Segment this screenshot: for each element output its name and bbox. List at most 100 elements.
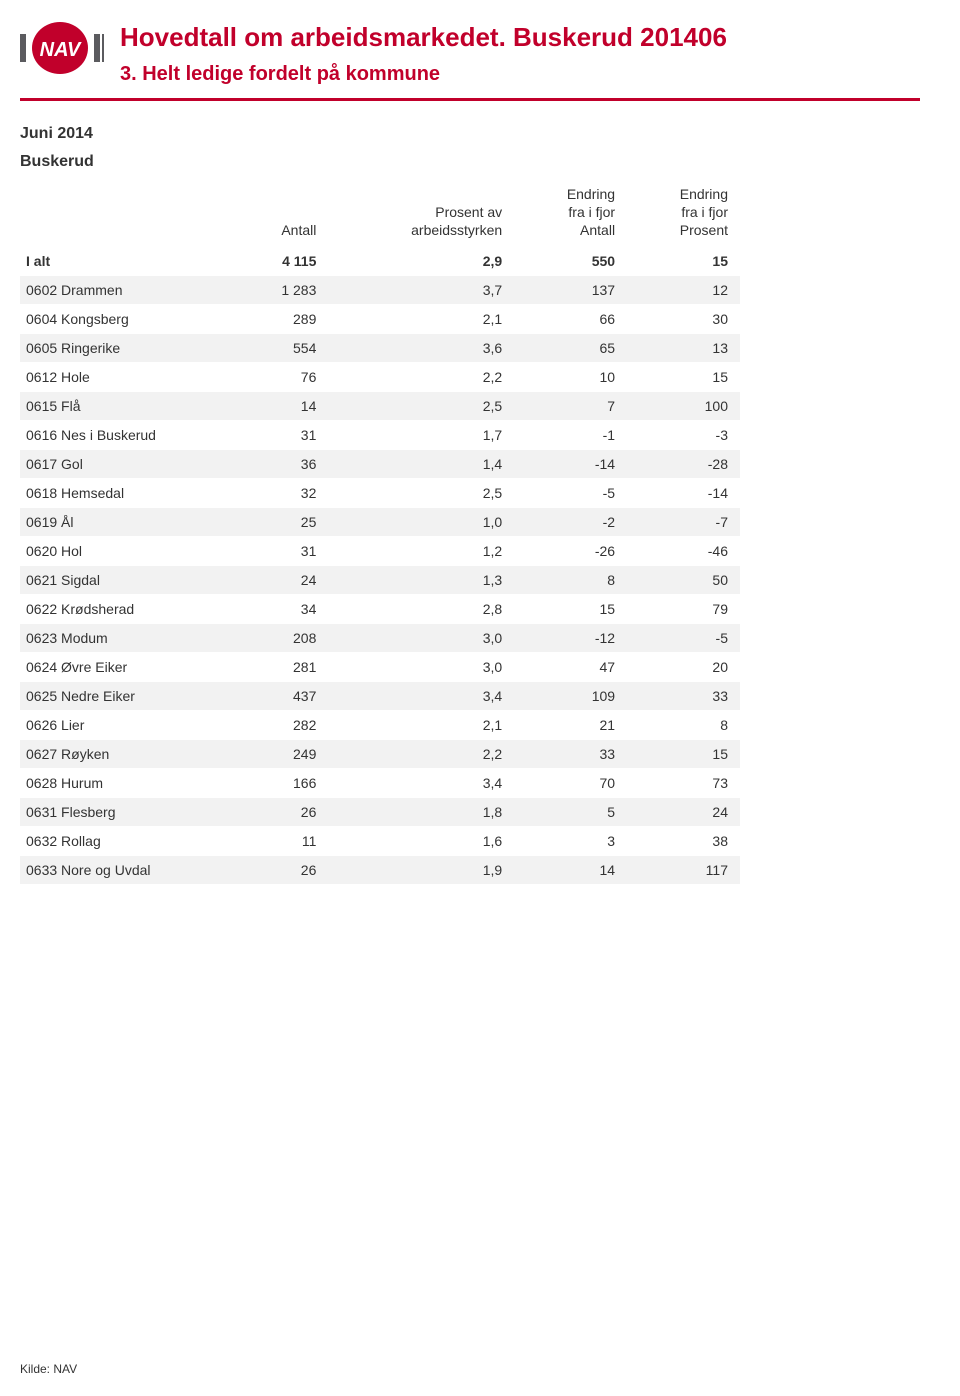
row-value: 3,7 bbox=[328, 275, 514, 304]
row-value: 208 bbox=[238, 623, 328, 652]
row-label: 0617 Gol bbox=[20, 449, 238, 478]
row-value: -12 bbox=[514, 623, 627, 652]
table-row: 0602 Drammen1 2833,713712 bbox=[20, 275, 740, 304]
row-value: 1,4 bbox=[328, 449, 514, 478]
page: NAV Hovedtall om arbeidsmarkedet. Busker… bbox=[0, 0, 960, 1396]
row-value: 1 283 bbox=[238, 275, 328, 304]
row-value: 25 bbox=[238, 507, 328, 536]
row-value: 70 bbox=[514, 768, 627, 797]
table-row: 0631 Flesberg261,8524 bbox=[20, 797, 740, 826]
row-label: 0602 Drammen bbox=[20, 275, 238, 304]
row-label: 0631 Flesberg bbox=[20, 797, 238, 826]
row-value: 2,1 bbox=[328, 710, 514, 739]
table-row: 0621 Sigdal241,3850 bbox=[20, 565, 740, 594]
row-value: 31 bbox=[238, 536, 328, 565]
row-value: 3,0 bbox=[328, 623, 514, 652]
col-header-antall: Antall bbox=[238, 179, 328, 246]
row-value: 8 bbox=[627, 710, 740, 739]
row-label: 0625 Nedre Eiker bbox=[20, 681, 238, 710]
table-header-row: Antall Prosent avarbeidsstyrken Endringf… bbox=[20, 179, 740, 246]
row-value: 100 bbox=[627, 391, 740, 420]
row-label: 0624 Øvre Eiker bbox=[20, 652, 238, 681]
table-row: 0625 Nedre Eiker4373,410933 bbox=[20, 681, 740, 710]
total-v4: 15 bbox=[627, 246, 740, 275]
row-label: 0621 Sigdal bbox=[20, 565, 238, 594]
row-value: 13 bbox=[627, 333, 740, 362]
row-value: 437 bbox=[238, 681, 328, 710]
row-value: 109 bbox=[514, 681, 627, 710]
row-value: 2,5 bbox=[328, 478, 514, 507]
table-row: 0627 Røyken2492,23315 bbox=[20, 739, 740, 768]
row-value: 2,2 bbox=[328, 739, 514, 768]
period-label: Juni 2014 bbox=[20, 125, 920, 143]
row-label: 0622 Krødsherad bbox=[20, 594, 238, 623]
row-value: 31 bbox=[238, 420, 328, 449]
row-value: 14 bbox=[238, 391, 328, 420]
row-label: 0612 Hole bbox=[20, 362, 238, 391]
row-value: 2,5 bbox=[328, 391, 514, 420]
row-value: 73 bbox=[627, 768, 740, 797]
row-value: -5 bbox=[627, 623, 740, 652]
row-value: 289 bbox=[238, 304, 328, 333]
row-value: 14 bbox=[514, 855, 627, 884]
row-value: 21 bbox=[514, 710, 627, 739]
row-value: -28 bbox=[627, 449, 740, 478]
row-label: 0605 Ringerike bbox=[20, 333, 238, 362]
page-subtitle: 3. Helt ledige fordelt på kommune bbox=[120, 63, 920, 86]
row-value: 50 bbox=[627, 565, 740, 594]
row-value: 47 bbox=[514, 652, 627, 681]
row-value: 117 bbox=[627, 855, 740, 884]
table-row: 0632 Rollag111,6338 bbox=[20, 826, 740, 855]
nav-logo: NAV bbox=[20, 20, 104, 76]
row-value: -46 bbox=[627, 536, 740, 565]
row-value: 1,0 bbox=[328, 507, 514, 536]
footer-source: Kilde: NAV bbox=[20, 1362, 77, 1376]
row-value: 79 bbox=[627, 594, 740, 623]
row-value: 2,1 bbox=[328, 304, 514, 333]
row-value: 33 bbox=[627, 681, 740, 710]
row-value: 20 bbox=[627, 652, 740, 681]
total-v3: 550 bbox=[514, 246, 627, 275]
table-row: 0628 Hurum1663,47073 bbox=[20, 768, 740, 797]
row-value: 282 bbox=[238, 710, 328, 739]
row-value: 32 bbox=[238, 478, 328, 507]
row-value: 15 bbox=[627, 362, 740, 391]
row-value: -3 bbox=[627, 420, 740, 449]
row-value: 2,2 bbox=[328, 362, 514, 391]
row-value: 1,8 bbox=[328, 797, 514, 826]
row-value: 10 bbox=[514, 362, 627, 391]
title-block: Hovedtall om arbeidsmarkedet. Buskerud 2… bbox=[120, 20, 920, 86]
row-value: 26 bbox=[238, 797, 328, 826]
col-header-blank bbox=[20, 179, 238, 246]
row-value: 3,6 bbox=[328, 333, 514, 362]
table-row: 0612 Hole762,21015 bbox=[20, 362, 740, 391]
row-label: 0633 Nore og Uvdal bbox=[20, 855, 238, 884]
page-title: Hovedtall om arbeidsmarkedet. Buskerud 2… bbox=[120, 22, 920, 53]
table-total-row: I alt 4 115 2,9 550 15 bbox=[20, 246, 740, 275]
row-value: 3 bbox=[514, 826, 627, 855]
page-header: NAV Hovedtall om arbeidsmarkedet. Busker… bbox=[20, 20, 920, 101]
row-value: 12 bbox=[627, 275, 740, 304]
row-value: 1,3 bbox=[328, 565, 514, 594]
row-value: 249 bbox=[238, 739, 328, 768]
row-value: -2 bbox=[514, 507, 627, 536]
row-value: -26 bbox=[514, 536, 627, 565]
row-value: 1,2 bbox=[328, 536, 514, 565]
row-value: 11 bbox=[238, 826, 328, 855]
row-value: 36 bbox=[238, 449, 328, 478]
table-row: 0633 Nore og Uvdal261,914117 bbox=[20, 855, 740, 884]
svg-text:NAV: NAV bbox=[40, 39, 82, 61]
row-value: 30 bbox=[627, 304, 740, 333]
row-value: 137 bbox=[514, 275, 627, 304]
row-value: 3,4 bbox=[328, 681, 514, 710]
row-value: 24 bbox=[627, 797, 740, 826]
row-value: 15 bbox=[627, 739, 740, 768]
row-value: 554 bbox=[238, 333, 328, 362]
col-header-endring-prosent: Endringfra i fjorProsent bbox=[627, 179, 740, 246]
row-label: 0616 Nes i Buskerud bbox=[20, 420, 238, 449]
data-table: Antall Prosent avarbeidsstyrken Endringf… bbox=[20, 179, 740, 884]
row-value: 2,8 bbox=[328, 594, 514, 623]
row-value: 66 bbox=[514, 304, 627, 333]
row-value: 33 bbox=[514, 739, 627, 768]
table-row: 0619 Ål251,0-2-7 bbox=[20, 507, 740, 536]
